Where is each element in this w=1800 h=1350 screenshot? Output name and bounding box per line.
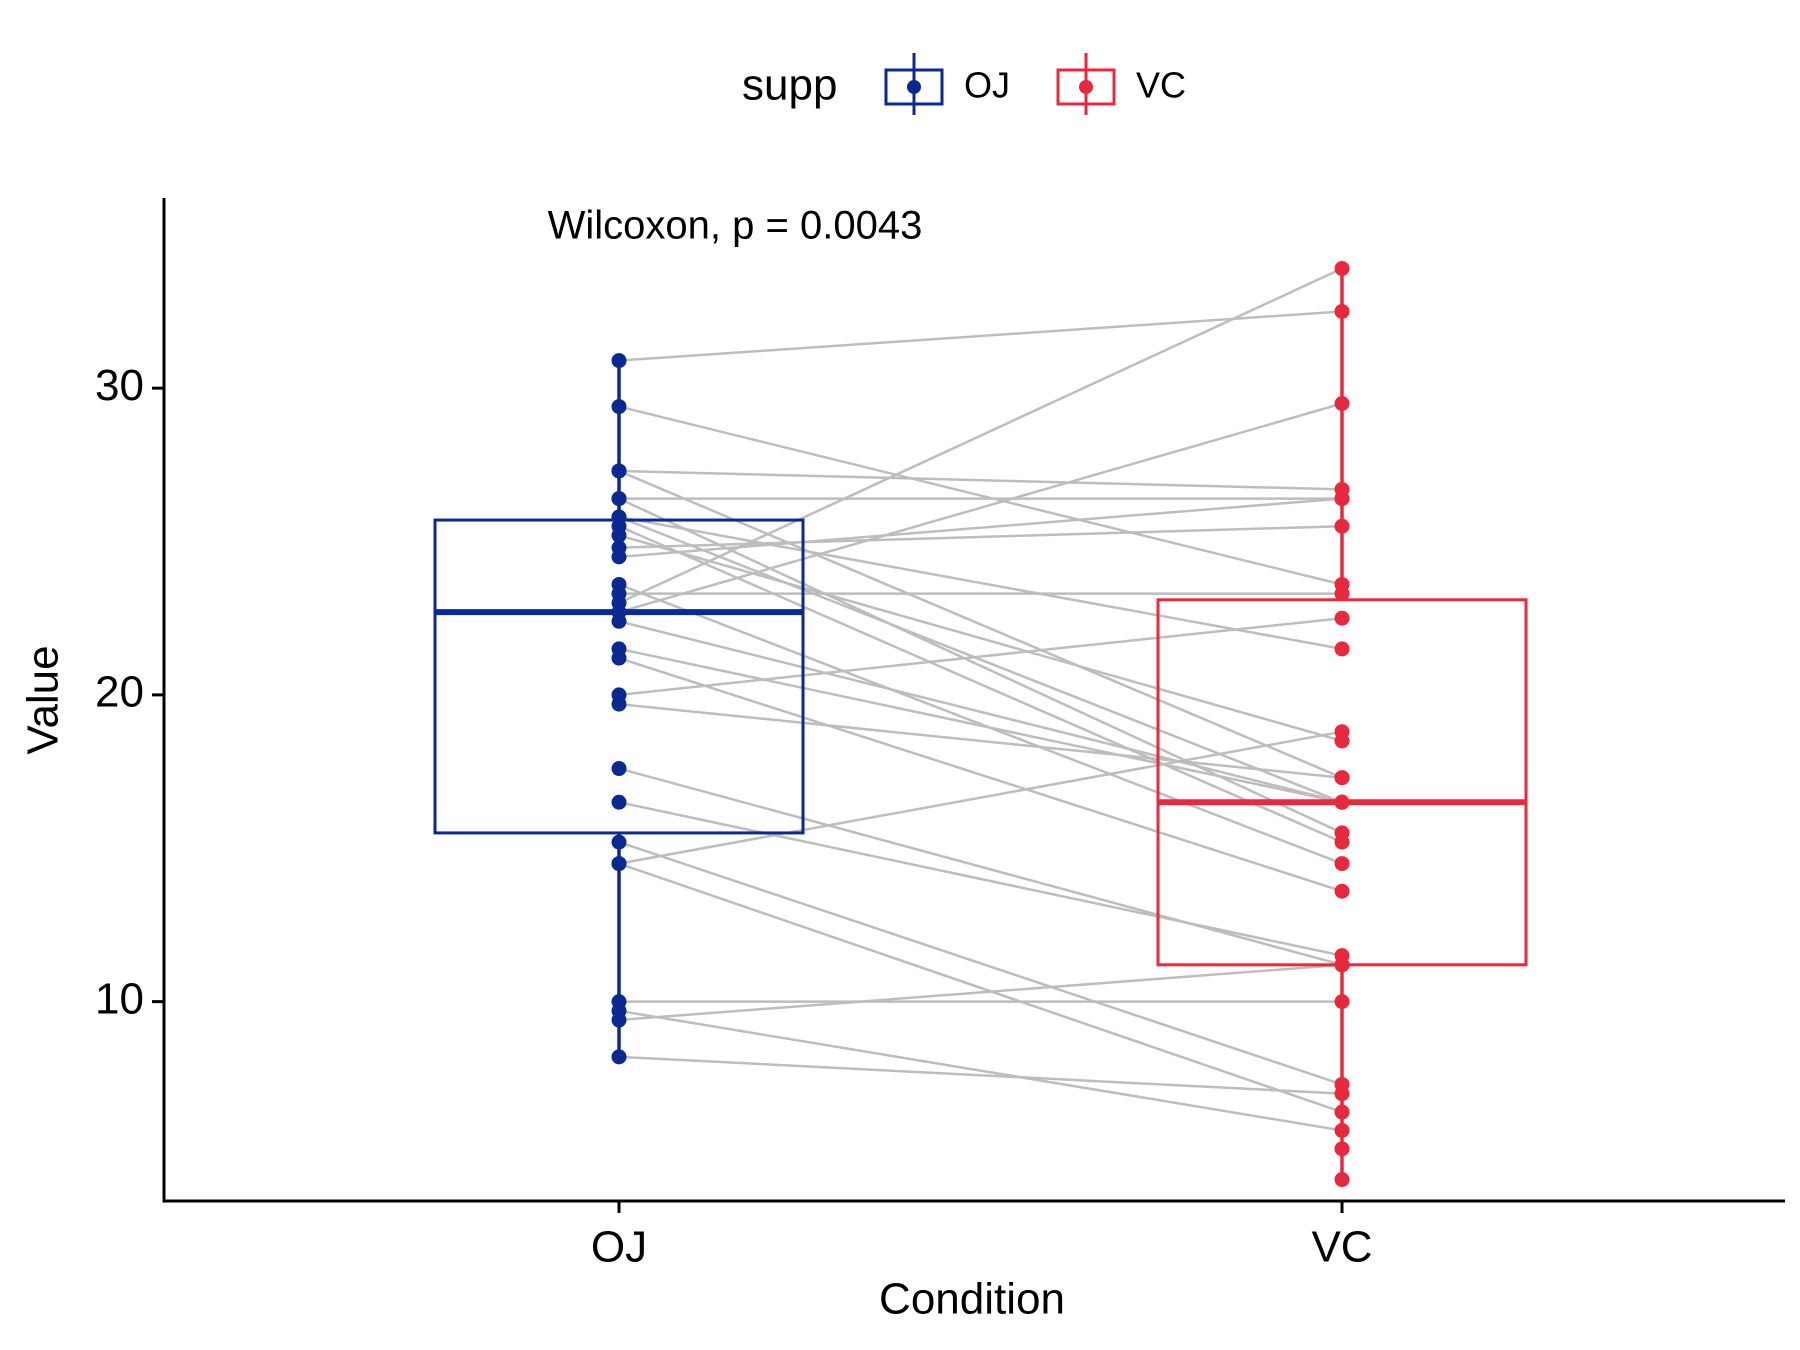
y-tick-label: 30: [95, 361, 144, 410]
pair-line: [618, 656, 1343, 893]
pair-line: [618, 616, 1343, 697]
legend-item-oj: OJ: [884, 53, 1010, 115]
y-axis-label: Value: [19, 645, 68, 754]
pair-line: [618, 267, 1343, 605]
point-vc: [1334, 834, 1350, 850]
legend-label-vc: VC: [1136, 65, 1186, 106]
x-tick-label-vc: VC: [1311, 1223, 1372, 1272]
pair-line: [618, 524, 1343, 549]
pair-line: [618, 310, 1343, 362]
pair-line: [618, 1055, 1343, 1095]
pair-line: [618, 840, 1343, 1086]
point-vc: [1334, 303, 1350, 319]
point-oj: [611, 399, 627, 415]
legend: supp OJ VC: [742, 53, 1186, 115]
data-points: [611, 261, 1350, 1188]
legend-title: supp: [742, 61, 837, 110]
point-vc: [1334, 1172, 1350, 1188]
y-tick-label: 10: [95, 974, 144, 1023]
point-vc: [1334, 1086, 1350, 1102]
point-vc: [1334, 1122, 1350, 1138]
point-vc: [1334, 1104, 1350, 1120]
pair-line: [618, 525, 1343, 844]
legend-label-oj: OJ: [964, 65, 1010, 106]
point-vc: [1334, 491, 1350, 507]
pair-line: [618, 620, 1343, 804]
point-vc: [1334, 994, 1350, 1010]
legend-item-vc: VC: [1056, 53, 1186, 115]
legend-items: OJ VC: [884, 53, 1186, 115]
pair-line: [618, 801, 1343, 957]
point-vc: [1334, 856, 1350, 872]
point-oj: [611, 696, 627, 712]
pair-line: [618, 515, 1343, 651]
pair-line: [618, 515, 1343, 804]
point-vc: [1334, 261, 1350, 277]
point-oj: [611, 1012, 627, 1028]
pair-line: [618, 469, 1343, 491]
point-vc: [1334, 641, 1350, 657]
point-vc: [1334, 724, 1350, 740]
pair-lines: [618, 267, 1343, 1132]
x-axis-label: Condition: [879, 1275, 1065, 1324]
legend-key-box: [1056, 68, 1116, 106]
point-vc: [1334, 518, 1350, 534]
legend-key-dot: [1079, 80, 1093, 94]
point-oj: [611, 491, 627, 507]
point-vc: [1334, 883, 1350, 899]
point-oj: [611, 650, 627, 666]
pair-line: [618, 583, 1343, 865]
point-vc: [1334, 794, 1350, 810]
point-vc: [1334, 957, 1350, 973]
pair-line: [618, 469, 1343, 779]
point-oj: [611, 761, 627, 777]
point-vc: [1334, 396, 1350, 412]
point-oj: [611, 549, 627, 565]
point-vc: [1334, 610, 1350, 626]
point-oj: [611, 1049, 627, 1065]
x-tick-label-oj: OJ: [591, 1223, 647, 1272]
wilcoxon-annotation: Wilcoxon, p = 0.0043: [548, 204, 923, 248]
pair-line: [618, 647, 1343, 804]
point-oj: [611, 856, 627, 872]
point-oj: [611, 463, 627, 479]
pair-line: [618, 730, 1343, 865]
pair-line: [618, 767, 1343, 967]
point-oj: [611, 794, 627, 810]
point-vc: [1334, 1141, 1350, 1157]
pair-line: [618, 963, 1343, 1022]
point-vc: [1334, 586, 1350, 602]
point-oj: [611, 834, 627, 850]
pair-line: [618, 402, 1343, 614]
legend-key-box: [884, 68, 944, 106]
legend-key-dot: [907, 80, 921, 94]
pair-line: [618, 405, 1343, 586]
pair-line: [618, 534, 1343, 743]
y-tick-label: 20: [95, 668, 144, 717]
point-oj: [611, 527, 627, 543]
point-oj: [611, 353, 627, 369]
point-oj: [611, 613, 627, 629]
axes: 10 20 30 OJ VC: [95, 198, 1785, 1272]
pair-line: [618, 862, 1343, 1114]
pair-line: [618, 1009, 1343, 1132]
point-vc: [1334, 770, 1350, 786]
pair-line: [618, 702, 1343, 779]
